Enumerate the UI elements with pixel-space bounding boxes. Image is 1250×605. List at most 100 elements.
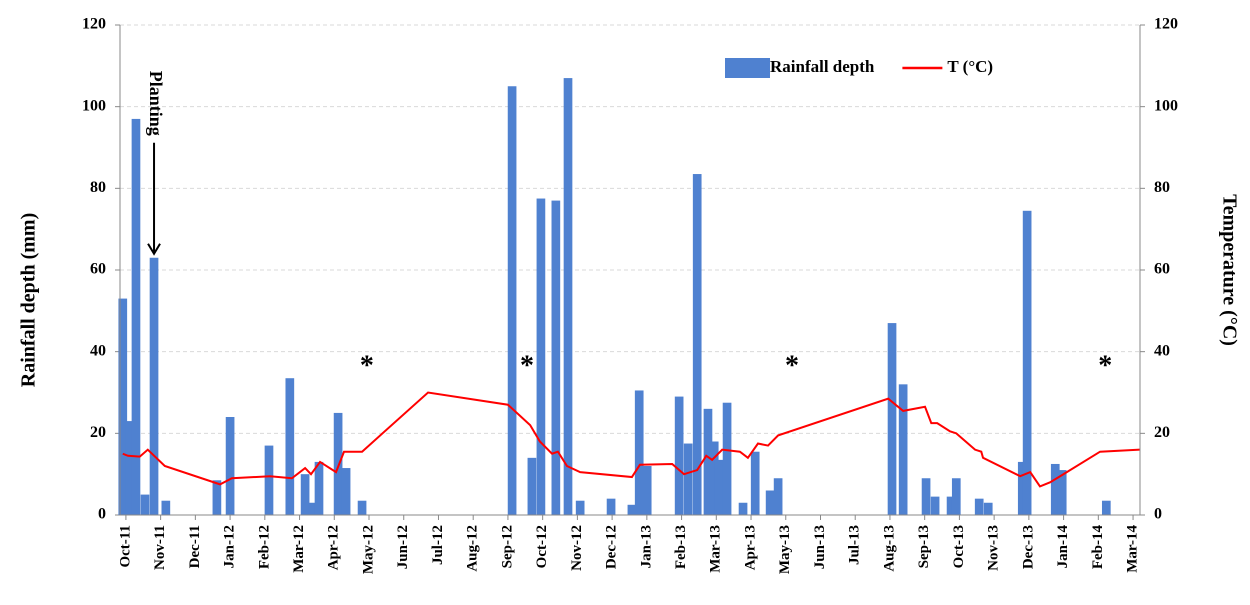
bar bbox=[714, 459, 724, 515]
bar bbox=[765, 490, 775, 515]
bar bbox=[722, 402, 732, 515]
x-tick-label: Apr-13 bbox=[742, 525, 758, 570]
bar bbox=[341, 468, 351, 515]
bar bbox=[308, 502, 318, 515]
bar bbox=[551, 200, 561, 516]
bar bbox=[507, 86, 517, 515]
bar bbox=[738, 502, 748, 515]
bar bbox=[118, 298, 128, 515]
x-tick-label: Jun-13 bbox=[812, 525, 828, 569]
bar bbox=[692, 174, 702, 515]
y-tick-label: 100 bbox=[82, 97, 106, 114]
y-tick-label: 20 bbox=[90, 424, 106, 441]
bar bbox=[974, 498, 984, 515]
x-tick-label: Aug-13 bbox=[881, 525, 897, 572]
y2-tick-label: 60 bbox=[1154, 261, 1170, 278]
y-tick-label: 120 bbox=[82, 16, 106, 33]
bar bbox=[951, 478, 961, 515]
x-tick-label: Jan-12 bbox=[222, 525, 238, 568]
x-tick-label: Dec-13 bbox=[1020, 525, 1036, 569]
y2-tick-label: 40 bbox=[1154, 342, 1170, 359]
bar bbox=[563, 78, 573, 515]
y-tick-label: 80 bbox=[90, 179, 106, 196]
x-tick-label: Nov-12 bbox=[569, 525, 585, 571]
bar bbox=[709, 441, 719, 515]
bar bbox=[930, 496, 940, 515]
bar bbox=[285, 378, 295, 515]
bar bbox=[634, 390, 644, 515]
legend-swatch bbox=[725, 58, 770, 78]
y2-axis-label: Temperature (°C) bbox=[1218, 194, 1240, 346]
x-tick-label: Feb-12 bbox=[256, 525, 272, 569]
bar bbox=[750, 451, 760, 515]
bar bbox=[300, 474, 310, 515]
legend-label: Rainfall depth bbox=[770, 57, 875, 76]
bar bbox=[1050, 463, 1060, 515]
bar bbox=[1101, 500, 1111, 515]
bar bbox=[264, 445, 274, 515]
annotation-arrowhead bbox=[147, 243, 161, 256]
y2-tick-label: 100 bbox=[1154, 97, 1178, 114]
annotation: * bbox=[785, 350, 799, 381]
bar bbox=[357, 500, 367, 515]
bar bbox=[898, 384, 908, 515]
y-tick-label: 40 bbox=[90, 342, 106, 359]
bar bbox=[527, 457, 537, 515]
bar bbox=[1022, 210, 1032, 515]
x-tick-label: Jan-13 bbox=[638, 525, 654, 568]
y2-tick-label: 20 bbox=[1154, 424, 1170, 441]
bar bbox=[683, 443, 693, 515]
y2-tick-label: 120 bbox=[1154, 16, 1178, 33]
y-tick-label: 60 bbox=[90, 261, 106, 278]
annotation: * bbox=[360, 350, 374, 381]
bar bbox=[983, 502, 993, 515]
bar bbox=[536, 198, 546, 515]
annotation: * bbox=[520, 350, 534, 381]
bar bbox=[212, 480, 222, 515]
bar bbox=[125, 421, 135, 515]
bar bbox=[642, 466, 652, 515]
x-tick-label: Sep-13 bbox=[916, 525, 932, 568]
bar bbox=[921, 478, 931, 515]
x-tick-label: Mar-13 bbox=[708, 525, 724, 573]
x-tick-label: Feb-14 bbox=[1090, 525, 1106, 570]
bar bbox=[703, 408, 713, 515]
x-tick-label: Apr-12 bbox=[326, 525, 342, 570]
x-tick-label: Oct-11 bbox=[117, 525, 133, 568]
bar bbox=[627, 504, 637, 515]
bar bbox=[131, 118, 141, 516]
x-tick-label: May-13 bbox=[777, 525, 793, 574]
x-tick-label: Jul-12 bbox=[430, 525, 446, 565]
x-tick-label: Oct-12 bbox=[534, 525, 550, 568]
x-tick-label: Sep-12 bbox=[499, 525, 515, 568]
annotation: Planting bbox=[146, 71, 166, 136]
bar bbox=[1057, 470, 1067, 515]
bar bbox=[575, 500, 585, 515]
bar bbox=[140, 494, 150, 515]
bar bbox=[1017, 461, 1027, 515]
bar bbox=[946, 496, 956, 515]
x-tick-label: Oct-13 bbox=[951, 525, 967, 568]
legend-label: T (°C) bbox=[947, 57, 993, 76]
bar bbox=[314, 461, 324, 515]
x-tick-label: Jun-12 bbox=[395, 525, 411, 569]
annotation: * bbox=[1098, 350, 1112, 381]
bar bbox=[773, 478, 783, 515]
temperature-line bbox=[122, 391, 1141, 488]
x-tick-label: Dec-11 bbox=[187, 525, 203, 568]
bar bbox=[674, 396, 684, 515]
x-tick-label: Dec-12 bbox=[604, 525, 620, 569]
y-axis-label: Rainfall depth (mm) bbox=[18, 213, 40, 387]
bar bbox=[333, 412, 343, 515]
x-tick-label: Jul-13 bbox=[847, 525, 863, 565]
x-tick-label: Jan-14 bbox=[1055, 525, 1071, 569]
x-tick-label: Mar-14 bbox=[1124, 525, 1140, 573]
bar bbox=[606, 498, 616, 515]
x-tick-label: Aug-12 bbox=[465, 525, 481, 572]
bar bbox=[887, 323, 897, 515]
bar bbox=[225, 417, 235, 515]
x-tick-label: Mar-12 bbox=[291, 525, 307, 573]
x-tick-label: Nov-11 bbox=[152, 525, 168, 570]
